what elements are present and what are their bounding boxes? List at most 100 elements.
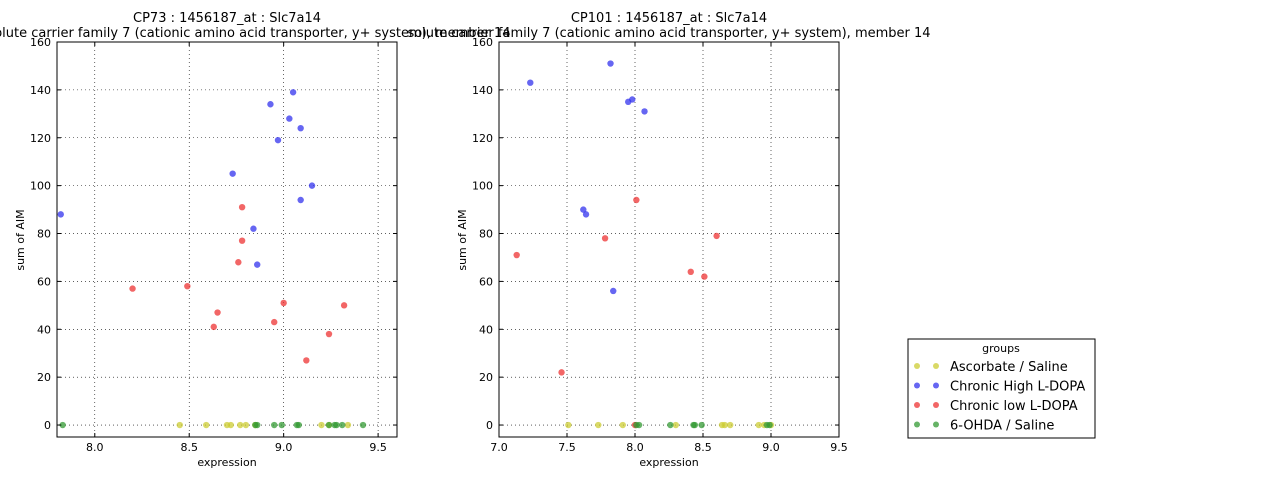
y-tick-label: 20 <box>37 371 51 384</box>
data-point <box>271 421 278 429</box>
legend-marker <box>933 363 939 369</box>
chart-title: CP73 : 1456187_at : Slc7a14 <box>133 11 321 26</box>
data-point <box>595 421 602 429</box>
data-point <box>203 421 210 429</box>
legend: groups Ascorbate / Saline Chronic High L-… <box>907 338 1096 439</box>
chart-title: CP101 : 1456187_at : Slc7a14 <box>571 11 767 26</box>
legend-marker <box>933 421 939 428</box>
x-tick-label: 9.0 <box>275 441 293 454</box>
data-point <box>271 318 278 326</box>
data-point <box>701 273 708 280</box>
data-point <box>57 211 64 218</box>
legend-label: Chronic High L-DOPA <box>950 380 1085 395</box>
x-axis-label: expression <box>197 456 256 469</box>
data-point <box>672 421 679 429</box>
data-point <box>629 96 636 103</box>
data-point <box>344 421 352 429</box>
y-tick-label: 60 <box>479 275 493 288</box>
y-tick-label: 100 <box>30 180 51 193</box>
data-point <box>339 421 346 429</box>
data-point <box>766 421 773 429</box>
legend-label: 6-OHDA / Saline <box>950 419 1054 434</box>
y-tick-label: 40 <box>37 323 51 336</box>
data-point <box>635 421 643 429</box>
data-point <box>527 79 534 86</box>
data-point <box>289 89 297 96</box>
y-axis-label: sum of AIM <box>14 209 27 270</box>
y-tick-label: 0 <box>44 419 51 432</box>
plot-cp101: CP101 : 1456187_at : Slc7a14 solute carr… <box>407 11 930 469</box>
data-point <box>691 421 699 429</box>
x-tick-label: 8.5 <box>694 441 712 454</box>
data-point <box>359 421 367 429</box>
data-point <box>325 421 333 429</box>
data-point <box>558 369 565 376</box>
data-point <box>308 182 316 189</box>
y-tick-label: 20 <box>479 371 493 384</box>
y-tick-label: 40 <box>479 323 493 336</box>
x-axis-label: expression <box>639 456 698 469</box>
data-point <box>297 124 304 132</box>
y-tick-label: 160 <box>472 36 493 49</box>
x-tick-label: 9.5 <box>830 441 848 454</box>
data-point <box>333 421 340 429</box>
y-tick-label: 140 <box>472 84 493 97</box>
plot-frame <box>56 41 398 438</box>
data-point <box>235 259 242 266</box>
legend-marker <box>914 402 920 408</box>
y-tick-label: 100 <box>472 180 493 193</box>
y-tick-label: 120 <box>30 132 51 145</box>
chart-subtitle: solute carrier family 7 (cationic amino … <box>407 26 930 41</box>
legend-marker <box>914 382 920 389</box>
data-point <box>580 206 587 213</box>
data-point <box>267 101 274 108</box>
data-point <box>698 421 705 429</box>
data-point <box>229 170 236 177</box>
data-point <box>237 421 244 429</box>
data-point <box>755 421 762 429</box>
data-point <box>295 421 302 429</box>
data-point <box>176 421 183 429</box>
data-point <box>667 421 674 429</box>
y-tick-label: 60 <box>37 275 51 288</box>
data-point <box>238 237 246 244</box>
legend-marker <box>933 402 939 408</box>
x-tick-label: 8.0 <box>86 441 104 454</box>
x-tick-label: 8.5 <box>180 441 198 454</box>
data-point <box>610 287 617 295</box>
legend-marker <box>914 363 920 369</box>
legend-marker <box>914 421 920 428</box>
plot-cp73: CP73 : 1456187_at : Slc7a14 solute carri… <box>0 11 511 469</box>
data-point <box>210 323 217 331</box>
data-point <box>297 196 304 204</box>
data-point <box>227 421 234 429</box>
data-point <box>318 421 325 429</box>
y-tick-label: 160 <box>30 36 51 49</box>
y-tick-label: 80 <box>479 228 493 241</box>
data-point <box>607 60 614 67</box>
legend-title: groups <box>982 342 1020 355</box>
y-tick-label: 140 <box>30 84 51 97</box>
data-point <box>641 108 648 115</box>
legend-label: Ascorbate / Saline <box>950 360 1068 375</box>
data-point <box>184 282 191 290</box>
x-tick-label: 7.5 <box>558 441 576 454</box>
data-point <box>727 421 734 429</box>
x-tick-label: 7.0 <box>490 441 508 454</box>
x-tick-label: 9.5 <box>369 441 387 454</box>
plot-frame <box>498 41 840 438</box>
data-point <box>254 421 261 429</box>
y-tick-label: 0 <box>486 419 493 432</box>
data-point <box>286 115 293 122</box>
data-point <box>303 357 310 364</box>
data-point <box>713 232 720 240</box>
data-point <box>721 421 728 429</box>
legend-marker <box>933 382 939 389</box>
data-point <box>325 330 333 338</box>
data-point <box>238 203 246 211</box>
data-point <box>242 421 250 429</box>
x-tick-label: 8.0 <box>626 441 644 454</box>
data-point <box>214 309 221 316</box>
y-tick-label: 120 <box>472 132 493 145</box>
